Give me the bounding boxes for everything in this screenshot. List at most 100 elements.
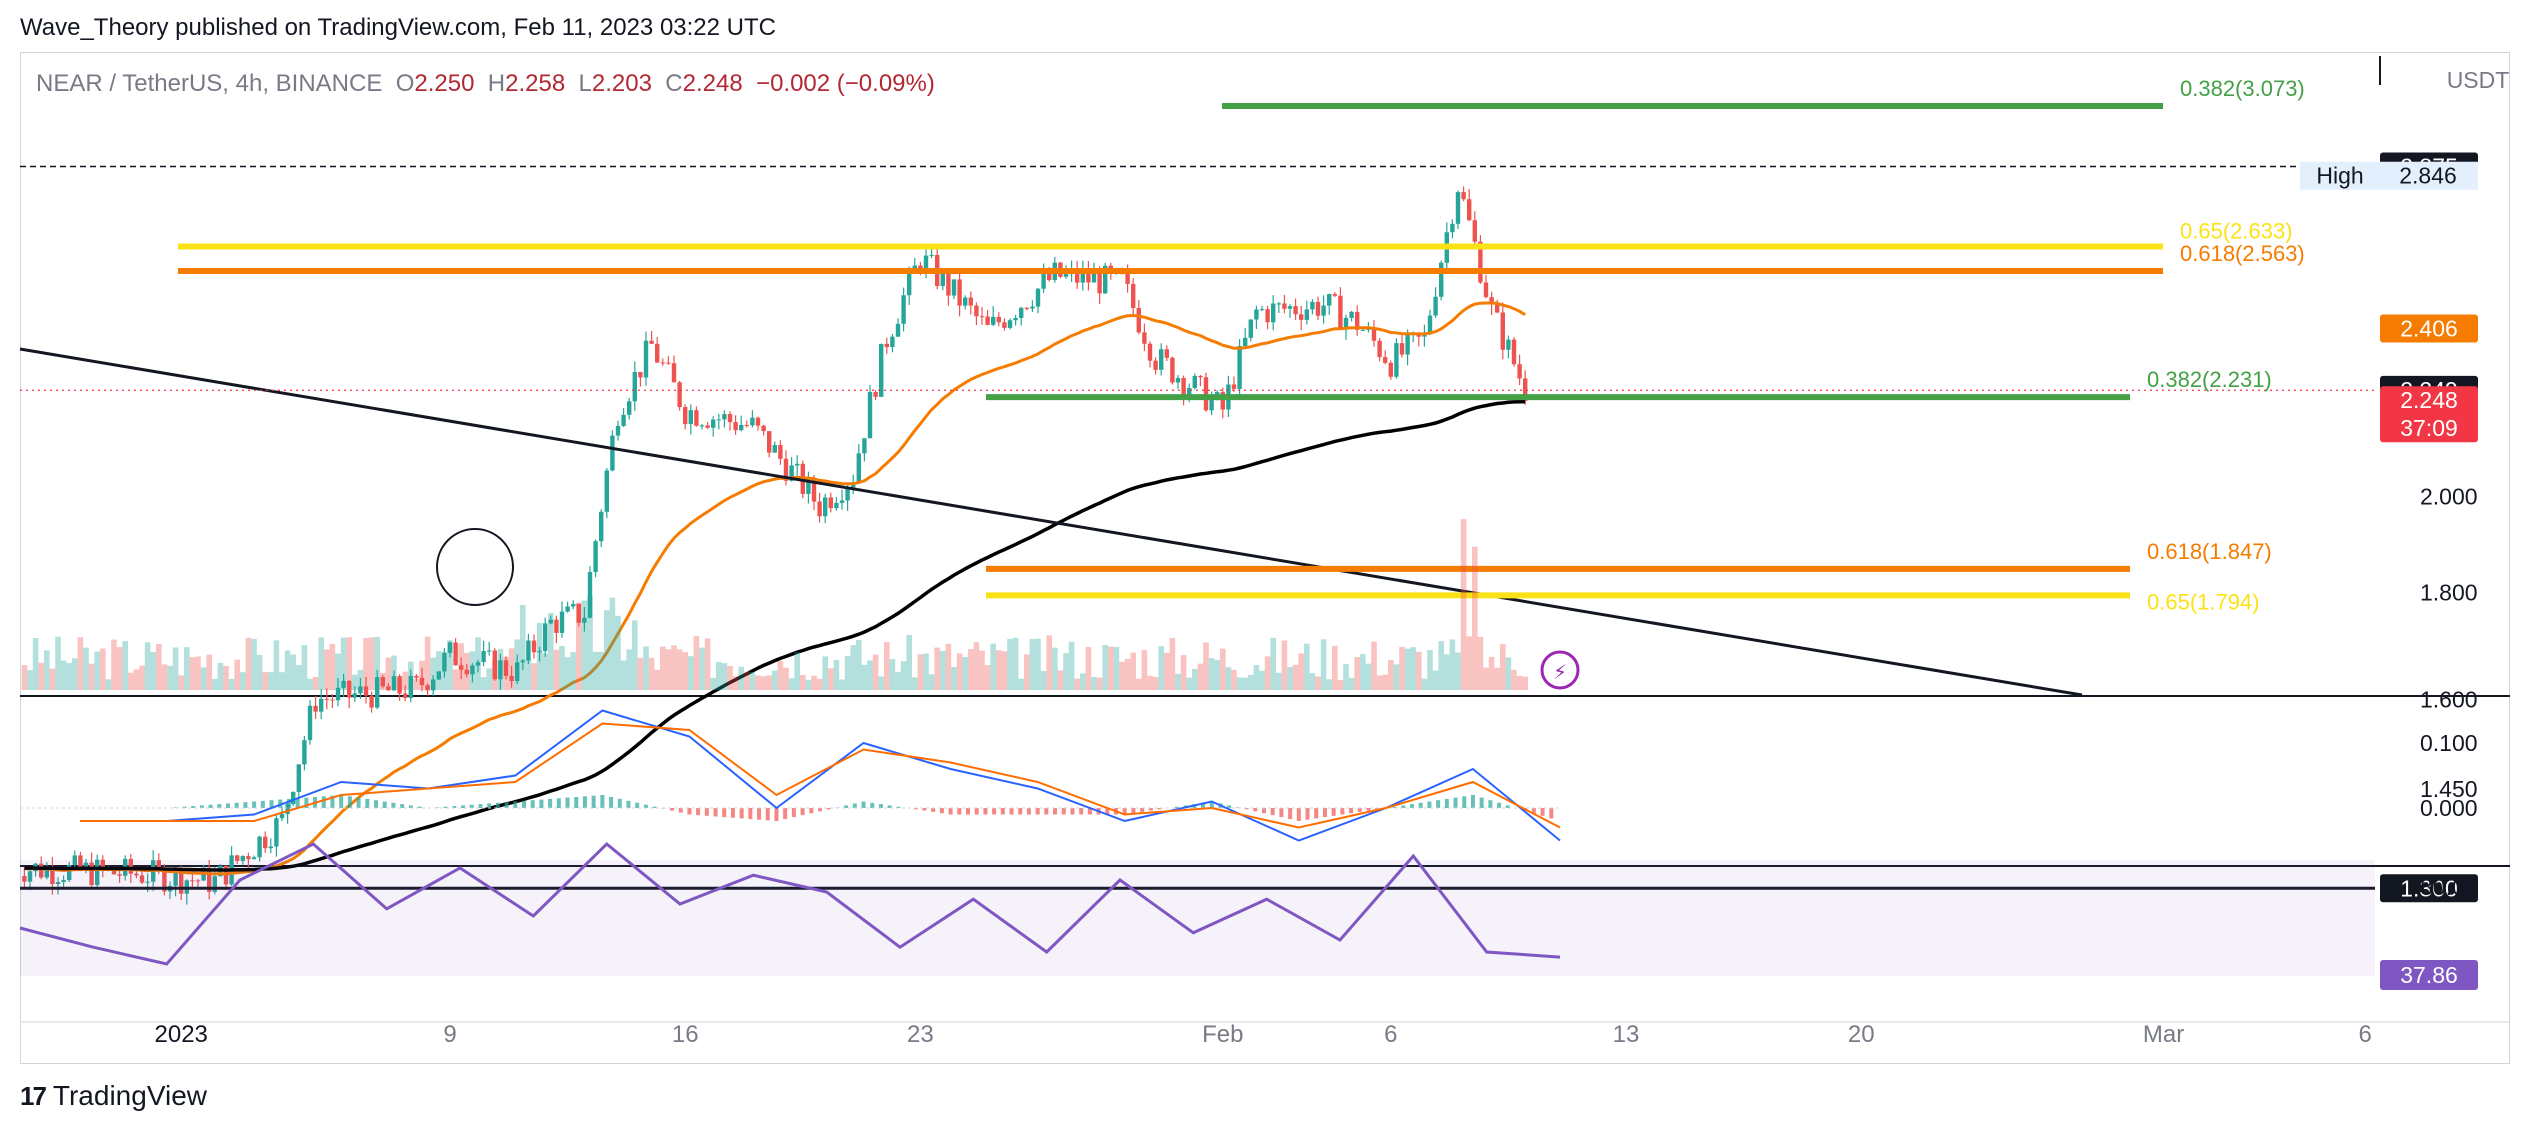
volume-bar — [900, 661, 907, 690]
candle-body — [425, 685, 430, 691]
candle-body — [1343, 317, 1349, 330]
volume-bar — [514, 639, 520, 690]
volume-bar — [564, 657, 571, 690]
macd-bar — [469, 804, 474, 808]
candle-body — [296, 764, 301, 792]
macd-bar — [739, 808, 744, 819]
candle-body — [1472, 220, 1477, 242]
candle-body — [128, 858, 133, 874]
volume-bar — [200, 667, 207, 690]
volume-group — [21, 519, 1528, 690]
macd-bar — [939, 808, 944, 814]
candle-body — [1489, 297, 1494, 305]
candle-body — [257, 836, 262, 858]
volume-bar — [27, 670, 33, 690]
macd-bar — [1340, 808, 1345, 815]
volume-bar — [1208, 658, 1215, 690]
macd-bar — [635, 802, 640, 808]
macd-bar — [417, 806, 422, 808]
volume-bar — [1253, 665, 1260, 690]
volume-bar — [234, 659, 240, 690]
candle-body — [1360, 329, 1365, 331]
volume-bar — [570, 652, 576, 690]
candle-body — [750, 417, 755, 426]
macd-bar — [800, 808, 805, 816]
candle-body — [1511, 339, 1517, 365]
candle-body — [1019, 307, 1024, 319]
volume-bar — [184, 647, 190, 690]
macd-bar — [992, 808, 997, 815]
volume-bar — [676, 649, 683, 690]
macd-bar — [617, 798, 622, 808]
candle-body — [307, 705, 313, 741]
volume-bar — [1164, 652, 1170, 690]
volume-bar — [150, 651, 156, 690]
macd-bar — [347, 796, 352, 808]
candle-body — [772, 445, 777, 453]
support-tag-bg — [2380, 874, 2478, 903]
volume-bar — [385, 657, 392, 690]
macd-bar — [1427, 801, 1432, 808]
macd-bar — [365, 798, 370, 808]
candle-body — [649, 340, 654, 344]
candle-body — [358, 686, 363, 694]
candle-body — [117, 874, 122, 876]
volume-bar — [1360, 654, 1366, 690]
volume-bar — [520, 605, 526, 690]
candle-body — [985, 316, 990, 325]
candle-body — [72, 855, 77, 865]
x-tick: 9 — [443, 1021, 456, 1048]
candle-body — [1394, 343, 1399, 377]
volume-bar — [391, 655, 397, 690]
volume-bar — [934, 647, 940, 690]
x-tick: 6 — [1384, 1021, 1397, 1048]
volume-bar — [408, 661, 414, 690]
volume-bar — [1119, 661, 1125, 690]
volume-bar — [940, 650, 946, 690]
candle-body — [828, 497, 833, 509]
candle-body — [134, 873, 139, 876]
volume-bar — [945, 643, 952, 690]
macd-bar — [774, 808, 779, 821]
candle-body — [1220, 392, 1225, 410]
candle-body — [671, 363, 677, 383]
macd-bar — [643, 804, 648, 808]
volume-bar — [49, 668, 56, 690]
volume-bar — [872, 654, 879, 690]
volume-bar — [828, 668, 834, 690]
volume-bar — [1035, 638, 1041, 690]
candle-body — [957, 279, 962, 306]
candle-body — [537, 651, 542, 653]
candle-body — [716, 419, 721, 421]
macd-bar — [269, 800, 274, 808]
volume-bar — [1231, 669, 1237, 690]
volume-bar — [749, 672, 756, 690]
candle-body — [1338, 295, 1343, 330]
fib-level-label: 0.65(2.633) — [2180, 218, 2293, 243]
symbol-label[interactable]: NEAR / TetherUS, 4h, BINANCE — [36, 70, 383, 97]
volume-bar — [772, 670, 778, 690]
volume-bar — [1421, 678, 1428, 690]
macd-bar — [1053, 808, 1058, 815]
candle-body — [767, 431, 772, 453]
macd-bar — [1497, 802, 1502, 808]
volume-bar — [1281, 640, 1288, 690]
candle-body — [67, 864, 72, 881]
candle-body — [699, 425, 705, 427]
volume-bar — [822, 656, 828, 690]
volume-bar — [335, 653, 341, 690]
high-tag-bg — [2300, 161, 2478, 190]
macd-bar — [861, 801, 866, 808]
candle-body — [879, 343, 884, 397]
candle-body — [246, 856, 251, 860]
volume-bar — [1382, 674, 1388, 690]
volume-bar — [1472, 546, 1478, 690]
volume-bar — [55, 636, 61, 690]
volume-bar — [1074, 678, 1080, 690]
candle-body — [1007, 320, 1013, 328]
candle-body — [1041, 273, 1046, 289]
low-value: 2.203 — [591, 70, 652, 97]
candle-body — [240, 856, 245, 861]
volume-bar — [475, 637, 481, 690]
